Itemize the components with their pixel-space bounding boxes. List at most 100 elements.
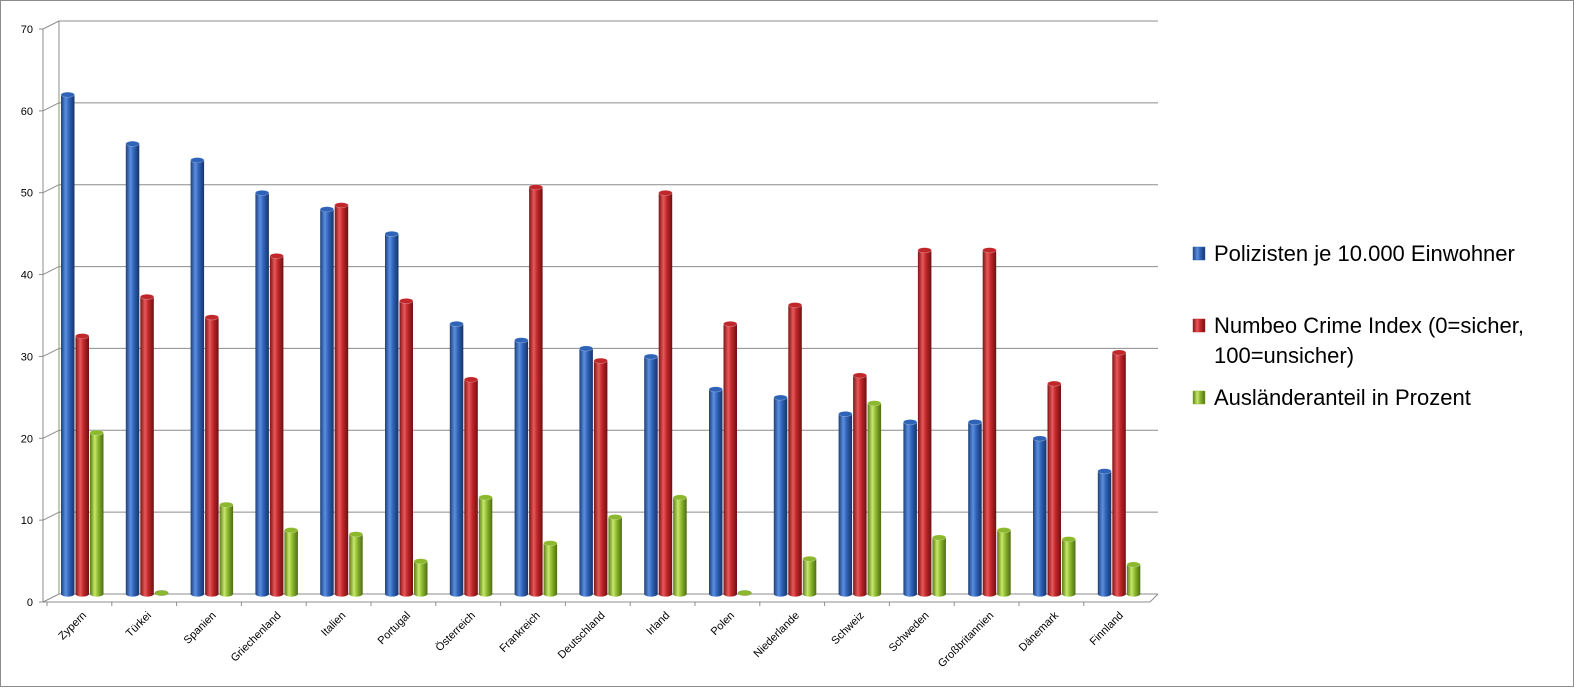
bar-cap [269, 253, 284, 259]
bar-body [449, 323, 464, 594]
bar-base [673, 591, 687, 597]
bar-cap [190, 157, 205, 164]
bar-base [205, 591, 219, 597]
bar-body [219, 504, 234, 594]
bar-base [997, 591, 1011, 597]
bar-cap [528, 184, 543, 191]
y-tick-label: 30 [21, 351, 33, 363]
bar-body [723, 323, 737, 594]
bar-base [579, 591, 593, 597]
bar-0-0 [60, 91, 75, 597]
bar-cap [723, 320, 738, 327]
grid-layer [42, 20, 1158, 603]
bar-1-1 [140, 293, 155, 597]
bar-cap [903, 419, 918, 425]
bar-2-4 [348, 531, 364, 597]
bar-body [932, 537, 946, 594]
bar-body [269, 255, 284, 594]
bar-cap [399, 298, 414, 304]
bar-body [514, 340, 529, 594]
bar-base [1097, 591, 1112, 597]
bar-cap [204, 314, 219, 321]
x-tick-label: Frankreich [497, 610, 542, 655]
legend-label: 100=unsicher) [1214, 343, 1354, 368]
bar-1-15 [1047, 380, 1062, 597]
bar-base [414, 591, 428, 597]
bar-cap [1061, 536, 1076, 543]
x-tick-label: Polen [709, 610, 737, 638]
bar-base [219, 591, 234, 597]
bar-body [982, 250, 997, 594]
bar-cap [608, 514, 623, 520]
bar-body [579, 348, 593, 594]
gridline-diagonal [42, 511, 60, 521]
bar-base [1126, 591, 1141, 597]
bar-body [478, 497, 493, 594]
bar-cap [593, 357, 608, 364]
bar-body [709, 389, 723, 594]
bar-cap [708, 386, 723, 393]
bar-base [529, 591, 543, 597]
bar-body [788, 305, 802, 594]
bar-base [478, 591, 493, 597]
x-tick-label: Irland [644, 610, 672, 638]
bar-base [284, 591, 298, 597]
bar-0-12 [838, 411, 853, 597]
bar-body [320, 209, 334, 594]
legend-label: Numbeo Crime Index (0=sicher, [1214, 313, 1524, 338]
x-tick-label: Niederlande [751, 610, 801, 660]
bar-body [385, 233, 399, 595]
bar-base [1112, 591, 1126, 597]
bar-body [464, 379, 478, 594]
bar-cap [1097, 468, 1112, 475]
bar-body [75, 336, 89, 594]
bar-body [802, 558, 817, 594]
bar-0-5 [384, 230, 399, 597]
bar-2-14 [996, 527, 1012, 597]
bar-base [514, 591, 529, 597]
bar-body [593, 360, 608, 594]
x-tick-label: Spanien [182, 610, 219, 647]
bar-0-15 [1032, 435, 1047, 597]
bar-base [644, 591, 658, 597]
bar-base [1047, 591, 1061, 597]
bar-0-3 [255, 189, 270, 597]
bar-cap [60, 91, 75, 98]
bar-base [1033, 591, 1047, 597]
bar-cap [348, 531, 364, 538]
bar-cap [384, 230, 399, 237]
bar-body [644, 356, 658, 594]
y-tick-label: 40 [21, 270, 33, 282]
x-tick-label: Großbritannien [936, 610, 996, 670]
bar-body [190, 160, 205, 594]
bar-body [1033, 438, 1047, 594]
bar-base [75, 591, 89, 597]
bar-base [125, 591, 140, 597]
x-tick-label: Deutschland [556, 610, 608, 662]
bar-cap [1047, 380, 1062, 387]
bar-1-4 [334, 202, 349, 597]
bar-body [903, 422, 917, 594]
bar-2-1 [154, 590, 169, 596]
legend: Polizisten je 10.000 Einwohner Numbeo Cri… [1192, 241, 1524, 410]
bar-cap [917, 247, 932, 254]
bar-cap [478, 494, 493, 501]
bar-1-11 [787, 302, 803, 597]
bar-body [658, 192, 673, 594]
bar-base [709, 591, 723, 597]
legend-swatch [1192, 390, 1206, 405]
bar-body [968, 422, 982, 594]
legend-label: Polizisten je 10.000 Einwohner [1214, 241, 1515, 266]
y-tick-label: 20 [21, 433, 33, 445]
legend-entry-1: Numbeo Crime Index (0=sicher, 100=unsiche… [1192, 313, 1524, 368]
bar-base [269, 591, 284, 597]
bar-base [593, 591, 608, 597]
bar-base [190, 591, 205, 597]
bar-base [867, 591, 882, 597]
legend-swatch [1192, 246, 1206, 261]
bar-base [255, 591, 269, 597]
bar-cap [543, 540, 558, 547]
bar-cap [319, 206, 335, 213]
